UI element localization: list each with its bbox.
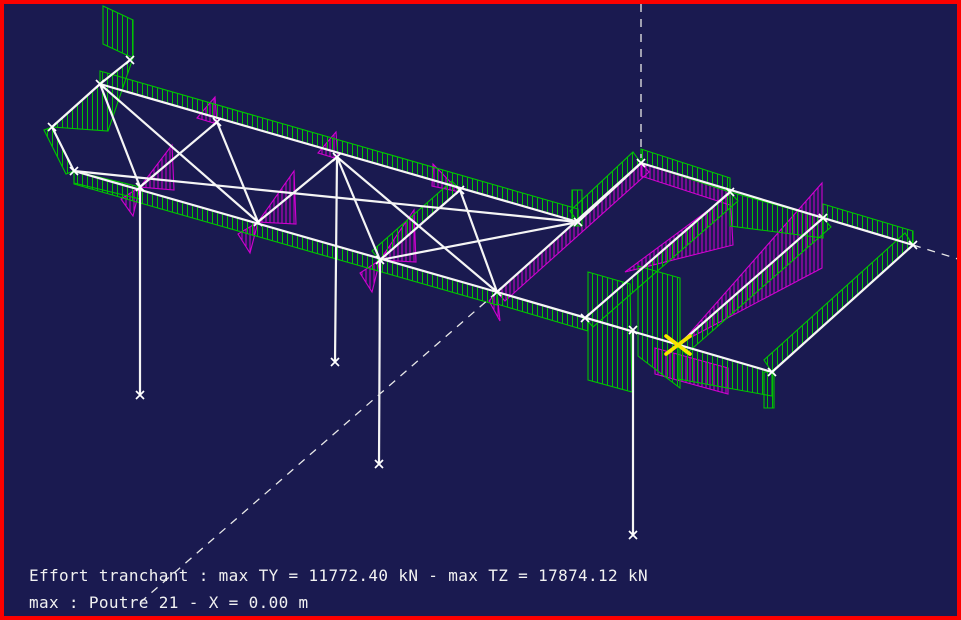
frame-member[interactable]: [256, 155, 339, 224]
node-marker[interactable]: [135, 182, 145, 192]
construction-axis-dashed: [134, 291, 498, 608]
frame-member[interactable]: [583, 190, 732, 320]
frame-member[interactable]: [335, 155, 382, 262]
node-marker[interactable]: [636, 158, 646, 168]
frame-member[interactable]: [215, 120, 260, 224]
node-marker[interactable]: [725, 187, 735, 197]
node-marker[interactable]: [332, 152, 342, 162]
frame-member[interactable]: [72, 169, 499, 294]
frame-member[interactable]: [495, 161, 643, 294]
node-marker[interactable]: [573, 217, 583, 227]
node-marker[interactable]: [628, 530, 638, 540]
frame-member[interactable]: [639, 161, 915, 247]
frame-member[interactable]: [50, 125, 76, 173]
node-marker[interactable]: [818, 213, 828, 223]
frame-member[interactable]: [98, 82, 580, 224]
node-marker[interactable]: [47, 122, 57, 132]
node-marker[interactable]: [767, 367, 777, 377]
node-marker[interactable]: [69, 166, 79, 176]
node-marker[interactable]: [455, 185, 465, 195]
node-marker[interactable]: [908, 240, 918, 250]
node-marker[interactable]: [135, 390, 145, 400]
status-max-location-label: max : Poutre 21 - X = 0.00 m: [29, 593, 309, 612]
node-marker[interactable]: [375, 255, 385, 265]
frame-member[interactable]: [98, 82, 260, 224]
frame-member[interactable]: [50, 82, 102, 129]
selected-max-point-marker[interactable]: [664, 334, 692, 356]
frame-member[interactable]: [676, 216, 825, 347]
frame-member[interactable]: [378, 220, 580, 262]
node-marker[interactable]: [330, 357, 340, 367]
frame-member[interactable]: [770, 243, 915, 374]
frame-member[interactable]: [98, 82, 142, 189]
construction-axis-dashed: [912, 244, 959, 260]
node-marker[interactable]: [212, 117, 222, 127]
node-marker[interactable]: [628, 325, 638, 335]
shear-diagram-ty: [256, 169, 297, 225]
frame-member[interactable]: [333, 155, 339, 364]
node-marker[interactable]: [374, 459, 384, 469]
frame-member[interactable]: [335, 155, 499, 294]
node-marker[interactable]: [492, 287, 502, 297]
status-shear-extremes-label: Effort tranchant : max TY = 11772.40 kN …: [29, 566, 648, 585]
shear-diagram-tz: [637, 265, 681, 390]
frame-member[interactable]: [98, 58, 132, 86]
node-marker[interactable]: [580, 313, 590, 323]
shear-diagram-tz: [763, 371, 775, 409]
node-marker[interactable]: [95, 79, 105, 89]
node-marker[interactable]: [253, 217, 263, 227]
frame-member[interactable]: [138, 120, 219, 189]
frame-member[interactable]: [377, 258, 382, 466]
frame-member[interactable]: [378, 188, 462, 262]
frame-member[interactable]: [72, 169, 580, 224]
node-marker[interactable]: [125, 55, 135, 65]
